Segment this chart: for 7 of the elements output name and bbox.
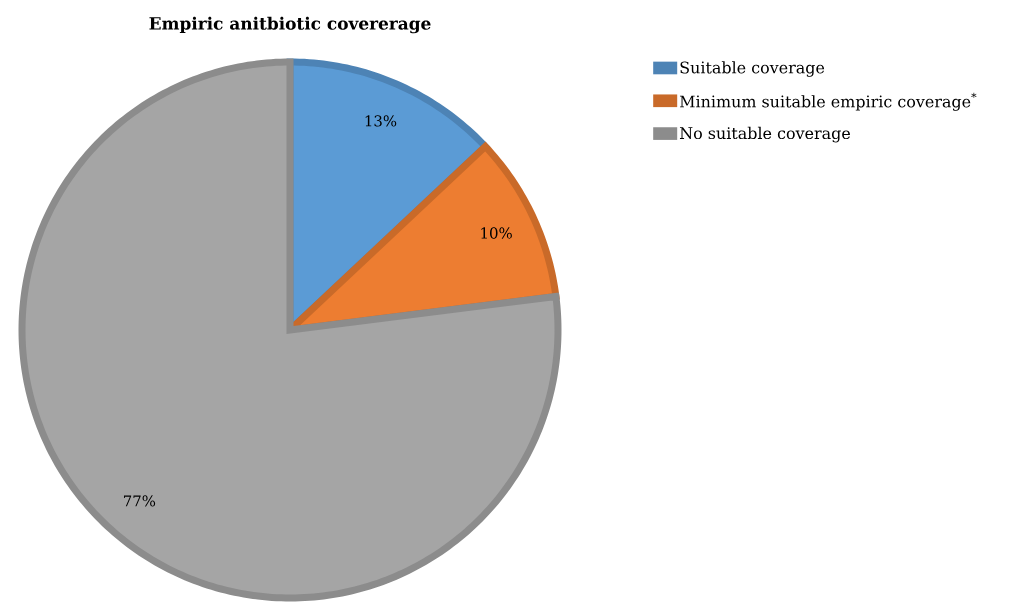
data-label: 10%: [481, 227, 512, 239]
chart-title: Empiric anitbiotic covererage: [149, 16, 431, 34]
legend-label: Minimum suitable empiric coverage$^{*}$: [679, 92, 977, 111]
data-label: 77%: [123, 495, 156, 507]
data-label: 13%: [365, 115, 397, 127]
legend-label: No suitable coverage: [679, 126, 850, 143]
legend-label: Suitable coverage: [680, 61, 825, 77]
